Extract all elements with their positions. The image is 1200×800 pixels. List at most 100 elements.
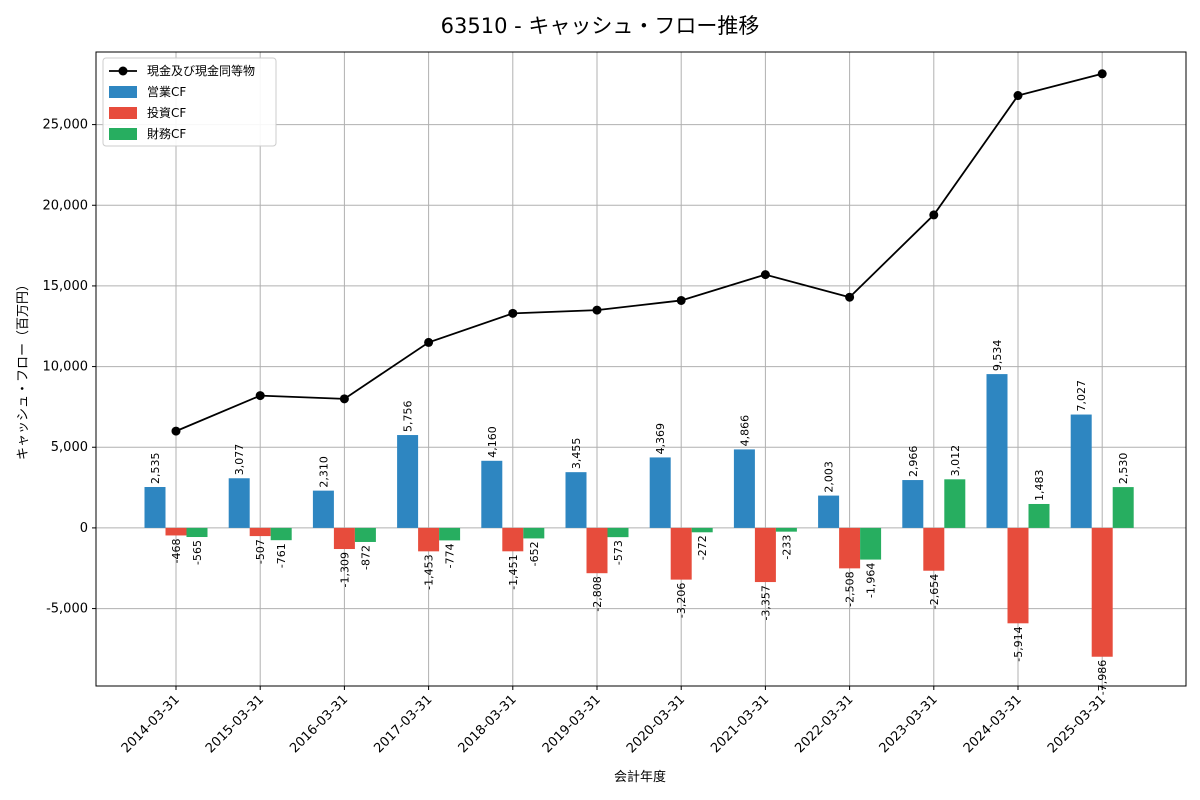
x-tick-label: 2016-03-31 bbox=[287, 692, 351, 756]
x-tick-label: 2025-03-31 bbox=[1045, 692, 1109, 756]
x-tick-label: 2014-03-31 bbox=[119, 692, 183, 756]
bar bbox=[481, 460, 503, 528]
bar bbox=[565, 472, 587, 528]
bar bbox=[312, 490, 334, 528]
data-label: -5,914 bbox=[1012, 626, 1025, 661]
data-label: 3,012 bbox=[949, 445, 962, 477]
bar bbox=[354, 527, 376, 542]
data-label: -272 bbox=[696, 535, 709, 560]
data-label: -774 bbox=[444, 543, 457, 568]
data-label: -233 bbox=[780, 535, 793, 560]
bar bbox=[439, 527, 461, 541]
legend-swatch bbox=[109, 128, 137, 140]
cash-point bbox=[339, 394, 349, 404]
bar bbox=[902, 480, 924, 528]
cash-point bbox=[929, 210, 939, 220]
x-tick-label: 2017-03-31 bbox=[371, 692, 435, 756]
legend-swatch bbox=[109, 107, 137, 119]
cash-point bbox=[760, 270, 770, 280]
cash-point bbox=[592, 305, 602, 315]
x-tick-label: 2015-03-31 bbox=[203, 692, 267, 756]
data-label: 2,310 bbox=[317, 456, 330, 488]
data-label: 3,455 bbox=[570, 438, 583, 470]
data-label: -652 bbox=[528, 541, 541, 566]
legend-label: 投資CF bbox=[147, 105, 186, 120]
data-label: 9,534 bbox=[991, 340, 1004, 372]
bar bbox=[1070, 414, 1092, 528]
data-label: -1,964 bbox=[865, 563, 878, 598]
cash-point bbox=[1013, 91, 1023, 101]
data-label: -1,451 bbox=[507, 554, 520, 589]
data-label: 2,003 bbox=[823, 461, 836, 493]
data-label: -468 bbox=[170, 538, 183, 563]
bar bbox=[270, 527, 292, 541]
bar bbox=[523, 527, 545, 539]
bar bbox=[418, 527, 440, 552]
data-label: 1,483 bbox=[1033, 469, 1046, 501]
legend-label: 現金及び現金同等物 bbox=[147, 63, 255, 78]
cash-point bbox=[845, 292, 855, 302]
data-label: 5,756 bbox=[402, 401, 415, 433]
y-tick-label: -5,000 bbox=[46, 602, 88, 617]
data-label: -1,453 bbox=[423, 554, 436, 589]
bar bbox=[923, 527, 945, 571]
data-label: -3,357 bbox=[759, 585, 772, 620]
data-label: -761 bbox=[275, 543, 288, 568]
bar bbox=[670, 527, 692, 580]
data-label: -872 bbox=[359, 545, 372, 570]
bar bbox=[144, 487, 166, 528]
data-label: -507 bbox=[254, 539, 267, 564]
bar bbox=[691, 527, 713, 533]
data-label: 3,077 bbox=[233, 444, 246, 476]
y-axis-title: キャッシュ・フロー（百万円） bbox=[16, 278, 31, 460]
x-tick-label: 2018-03-31 bbox=[456, 692, 520, 756]
plot-frame bbox=[95, 51, 1187, 687]
bar bbox=[818, 495, 840, 528]
y-tick-label: 20,000 bbox=[43, 198, 89, 213]
data-label: 2,535 bbox=[149, 453, 162, 485]
y-tick-label: 5,000 bbox=[51, 440, 88, 455]
x-tick-label: 2022-03-31 bbox=[792, 692, 856, 756]
data-label: 4,866 bbox=[738, 415, 751, 447]
data-label: -3,206 bbox=[675, 583, 688, 618]
cash-point bbox=[1097, 69, 1107, 79]
data-label: 7,027 bbox=[1075, 380, 1088, 412]
cash-point bbox=[255, 391, 265, 401]
bar bbox=[1112, 487, 1134, 528]
data-label: -565 bbox=[191, 540, 204, 565]
cash-point bbox=[424, 337, 434, 347]
bar bbox=[775, 527, 797, 532]
cash-point bbox=[676, 295, 686, 305]
legend-swatch bbox=[109, 86, 137, 98]
bar bbox=[186, 527, 208, 538]
bar bbox=[754, 527, 776, 583]
bar bbox=[944, 479, 966, 528]
legend-marker bbox=[118, 66, 128, 76]
bar bbox=[733, 449, 755, 528]
legend-label: 営業CF bbox=[147, 85, 186, 99]
data-label: 4,369 bbox=[654, 423, 667, 455]
data-label: 2,966 bbox=[907, 446, 920, 478]
bar bbox=[502, 527, 524, 552]
bar bbox=[165, 527, 187, 536]
data-label: -2,808 bbox=[591, 576, 604, 611]
legend-box bbox=[102, 57, 277, 147]
data-label: -2,654 bbox=[928, 574, 941, 609]
x-tick-label: 2024-03-31 bbox=[961, 692, 1025, 756]
x-axis-title: 会計年度 bbox=[614, 769, 666, 785]
data-label: 4,160 bbox=[486, 426, 499, 458]
bar bbox=[1007, 527, 1029, 624]
x-tick-label: 2020-03-31 bbox=[624, 692, 688, 756]
y-tick-label: 15,000 bbox=[43, 279, 89, 294]
y-tick-label: 25,000 bbox=[43, 118, 89, 133]
chart-title: 63510 - キャッシュ・フロー推移 bbox=[441, 14, 760, 38]
x-tick-label: 2021-03-31 bbox=[708, 692, 772, 756]
legend-label: 財務CF bbox=[147, 126, 186, 141]
data-label: 2,530 bbox=[1117, 453, 1130, 485]
data-label: -1,309 bbox=[338, 552, 351, 587]
bar bbox=[1091, 527, 1113, 657]
bar bbox=[860, 527, 882, 560]
bar bbox=[1028, 503, 1050, 528]
